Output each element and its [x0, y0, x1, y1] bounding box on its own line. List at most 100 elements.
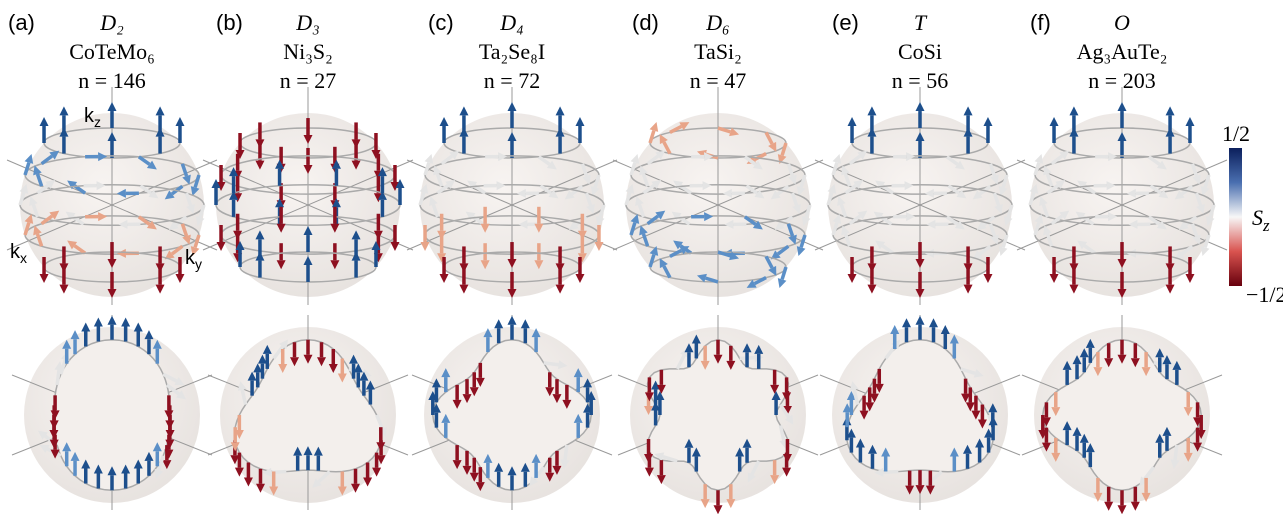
arrow-head — [575, 274, 584, 283]
point-group: D₆ — [705, 10, 730, 35]
arrow-head — [714, 505, 723, 514]
count: n = 47 — [690, 68, 746, 93]
point-group: T — [914, 10, 928, 35]
panel-graphic — [7, 87, 217, 510]
arrow-head — [1104, 502, 1113, 511]
arrow-head — [1118, 102, 1127, 111]
panel-label: (e) — [832, 10, 859, 35]
arrow-head — [1050, 274, 1059, 283]
arrow-head — [594, 242, 603, 251]
arrow-head — [1166, 106, 1175, 115]
arrow-head — [175, 117, 184, 126]
arrow-head — [890, 325, 899, 334]
arrow-head — [81, 323, 90, 332]
arrow-head — [425, 154, 434, 164]
arrow-head — [1185, 117, 1194, 126]
arrow-head — [59, 106, 68, 115]
arrow-head — [797, 246, 806, 256]
colorbar-max: 1/2 — [1222, 121, 1250, 146]
arrow-head — [494, 319, 503, 328]
arrow-head — [390, 242, 399, 251]
arrow-head — [94, 317, 103, 326]
arrow-head — [650, 122, 659, 132]
count: n = 146 — [78, 68, 145, 93]
arrow-head — [1118, 505, 1127, 514]
material: CoTeMo₆ — [69, 39, 155, 64]
panel-graphic — [613, 87, 823, 514]
colorbar-label-sub: z — [1262, 216, 1270, 235]
point-group: D₄ — [499, 10, 524, 35]
panel-graphic — [815, 87, 1025, 510]
arrow-head — [778, 278, 787, 288]
figure: (a)D₂CoTeMo₆n = 146(b)D₃Ni₃S₂n = 27(c)D₄… — [0, 0, 1283, 514]
arrow-shaft — [1175, 445, 1177, 460]
labels: (a)D₂CoTeMo₆n = 146(b)D₃Ni₃S₂n = 27(c)D₄… — [8, 10, 1167, 93]
arrow-head — [833, 154, 842, 164]
colorbar-min: −1/2 — [1246, 282, 1283, 307]
axis-label: kx — [10, 241, 27, 266]
material: Ag₃AuTe₂ — [1077, 39, 1168, 64]
arrow-head — [983, 117, 992, 126]
axis-sub: x — [20, 250, 27, 266]
arrow-head — [156, 285, 165, 294]
arrow-shaft — [883, 472, 898, 473]
arrow-head — [556, 285, 565, 294]
point-group: O — [1114, 10, 1130, 35]
arrow-head — [108, 102, 117, 111]
arrow-head — [1185, 274, 1194, 283]
count: n = 27 — [280, 68, 336, 93]
panel-label: (f) — [1030, 10, 1051, 35]
arrow-head — [1131, 502, 1140, 511]
arrow-head — [999, 246, 1008, 256]
arrow-head — [459, 285, 468, 294]
material: CoSi — [898, 39, 942, 64]
arrow-head — [59, 285, 68, 294]
arrow-head — [40, 274, 49, 283]
spheres — [7, 87, 1227, 514]
arrow-head — [175, 274, 184, 283]
axis-label: ky — [185, 247, 202, 272]
arrow-head — [867, 106, 876, 115]
panel-graphic — [1017, 87, 1227, 514]
arrow-head — [508, 316, 517, 325]
panel-label: (a) — [8, 10, 35, 35]
arrow-head — [575, 117, 584, 126]
arrow-head — [726, 499, 735, 508]
arrow-head — [556, 106, 565, 115]
arrow-head — [40, 117, 49, 126]
arrow-head — [421, 242, 430, 251]
arrow-head — [867, 285, 876, 294]
arrow-shaft — [57, 370, 59, 385]
arrow-head — [916, 316, 925, 325]
arrow-head — [521, 319, 530, 328]
arrow-head — [217, 242, 226, 251]
count: n = 56 — [892, 68, 948, 93]
colorbar-label: Sz — [1252, 205, 1270, 235]
arrow-head — [941, 325, 950, 334]
arrow-shaft — [565, 445, 567, 460]
point-group: D₂ — [99, 10, 124, 35]
arrow-head — [25, 154, 34, 164]
arrow-head — [1035, 154, 1044, 164]
count: n = 203 — [1088, 68, 1155, 93]
arrow-head — [701, 499, 710, 508]
arrow-head — [1069, 285, 1078, 294]
panel-label: (c) — [428, 10, 454, 35]
axis-sub: y — [195, 256, 202, 272]
material: Ni₃S₂ — [283, 39, 333, 64]
arrow-head — [134, 323, 143, 332]
arrow-head — [631, 154, 640, 164]
arrow-head — [929, 318, 938, 327]
arrow-head — [108, 316, 117, 325]
material: TaSi₂ — [694, 39, 742, 64]
arrow-head — [964, 106, 973, 115]
arrow-head — [440, 117, 449, 126]
arrow-head — [121, 317, 130, 326]
arrow-head — [964, 285, 973, 294]
arrow-head — [848, 117, 857, 126]
axis-label: kz — [84, 105, 101, 130]
colorbar-label-main: S — [1252, 205, 1263, 230]
arrow-head — [902, 318, 911, 327]
arrow-head — [1069, 106, 1078, 115]
arrow-head — [440, 274, 449, 283]
